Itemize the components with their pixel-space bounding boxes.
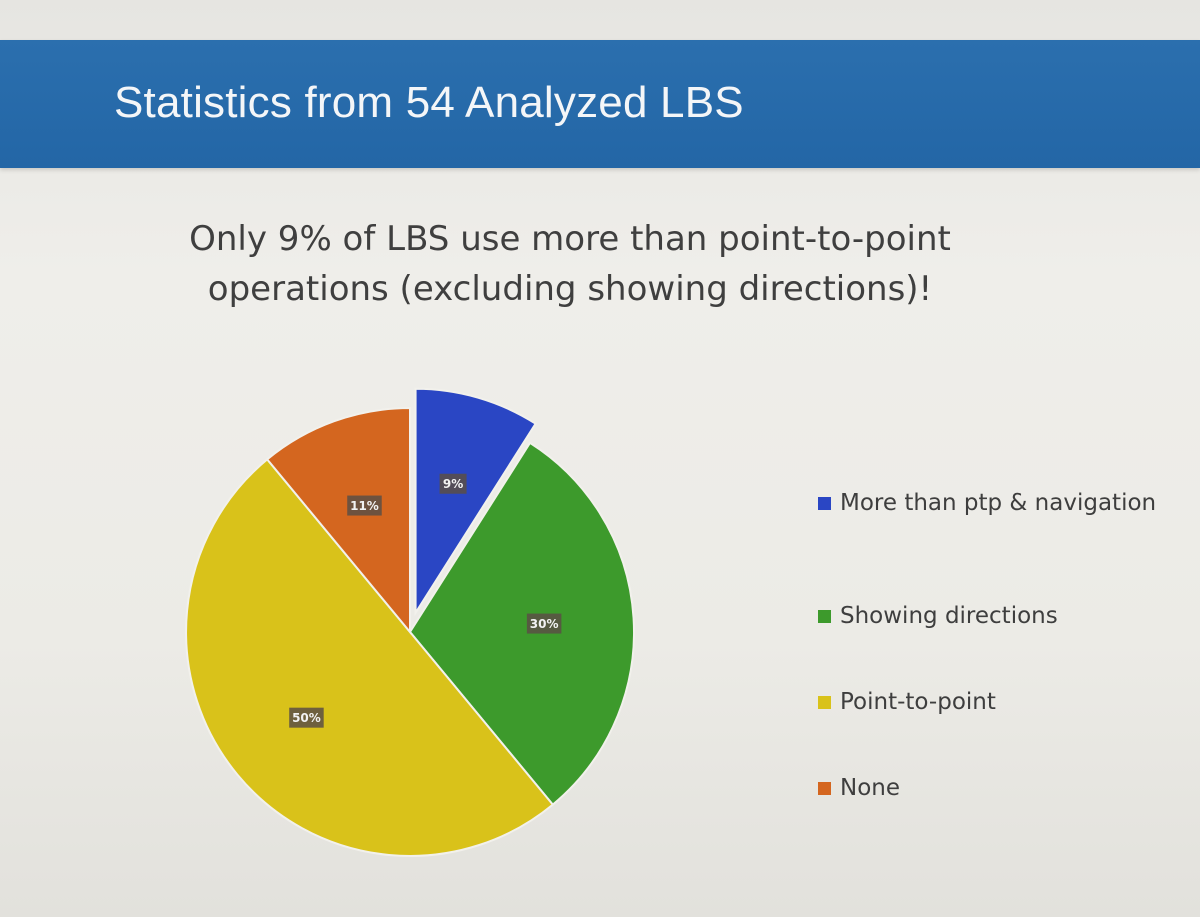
pie-slice-2 [408,441,635,807]
legend-swatch-4 [818,781,831,795]
subtitle-line-1: Only 9% of LBS use more than point-to-po… [189,219,951,259]
legend-item-2: Showing directions [818,573,1156,659]
legend-item-1: More than ptp & navigation [818,490,1156,516]
chart-legend: More than ptp & navigation Showing direct… [818,490,1156,831]
legend-item-3: Point-to-point [818,659,1156,745]
slide-title: Statistics from 54 Analyzed LBS [114,78,744,127]
legend-label-2: Showing directions [840,603,1058,629]
legend-label-4: None [840,775,901,801]
legend-swatch-3 [818,695,831,709]
pie-data-label-3: 50% [289,707,324,728]
legend-swatch-1 [818,496,831,510]
pie-data-label-text-2: 30% [530,617,559,631]
legend-item-4: None [818,745,1156,831]
pie-slice-1 [414,387,537,617]
subtitle-line-2: operations (excluding showing directions… [207,269,933,309]
pie-slice-4 [265,406,411,635]
legend-label-1: More than ptp & navigation [840,490,1157,516]
legend-swatch-2 [818,609,831,623]
pie-data-label-text-1: 9% [443,477,463,491]
pie-data-label-1: 9% [439,473,467,494]
slide-subtitle: Only 9% of LBS use more than point-to-po… [130,214,1010,314]
pie-data-label-4: 11% [347,495,382,516]
title-banner [0,40,1200,168]
pie-data-label-text-3: 50% [292,711,321,725]
pie-data-label-text-4: 11% [350,499,379,513]
pie-data-label-2: 30% [526,613,562,634]
pie-slice-3 [185,457,555,857]
legend-label-3: Point-to-point [840,689,996,715]
